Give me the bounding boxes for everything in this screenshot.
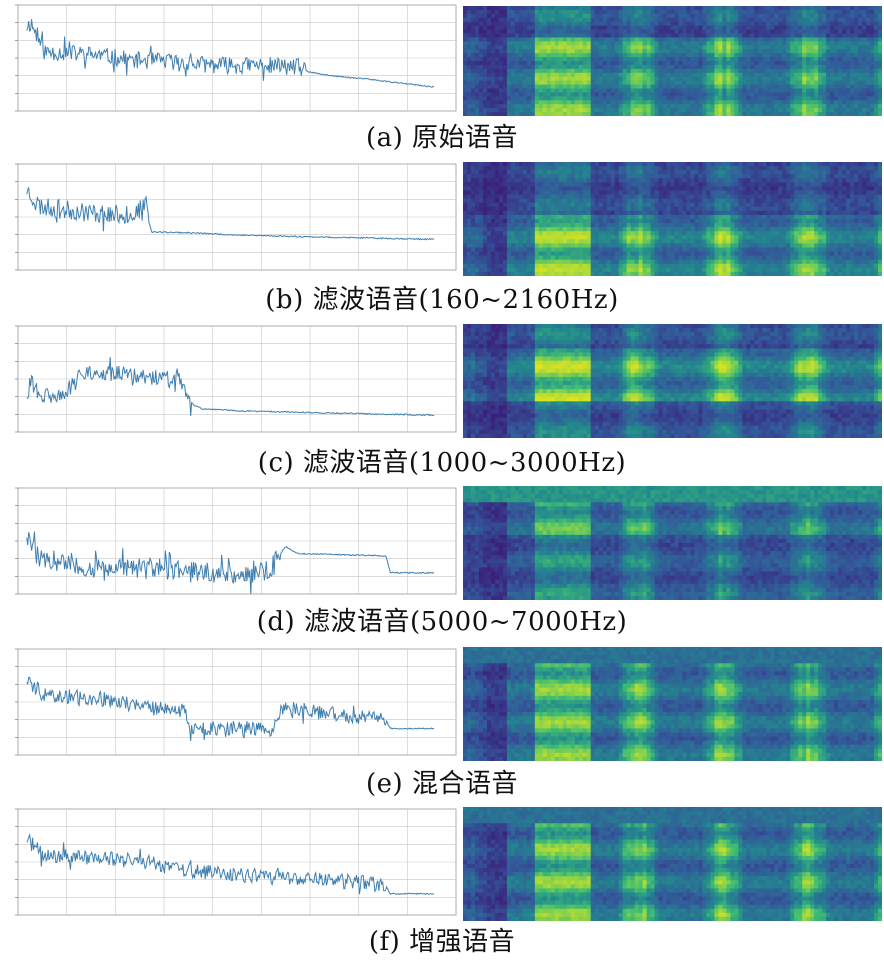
spectrogram-svg — [463, 324, 882, 438]
spectrogram-cells — [463, 647, 882, 761]
caption: (a) 原始语音 — [365, 123, 519, 153]
spectrogram-svg — [463, 647, 882, 761]
waveform-plot — [4, 807, 458, 921]
spectrogram — [463, 6, 882, 116]
waveform-svg — [15, 648, 457, 756]
spectrogram-cells — [463, 6, 882, 116]
waveform-svg — [15, 163, 457, 271]
waveform-line — [26, 357, 435, 417]
spectrogram-svg — [463, 486, 882, 600]
waveform-line — [26, 833, 435, 896]
waveform-plot — [4, 324, 458, 438]
waveform-svg — [15, 487, 457, 595]
panel-e: (e) 混合语音 — [0, 645, 884, 805]
panel-b: (b) 滤波语音(160~2160Hz) — [0, 160, 884, 320]
caption: (e) 混合语音 — [366, 769, 518, 799]
spectrogram-cells — [463, 324, 882, 438]
spectrogram — [463, 647, 882, 761]
waveform-line — [26, 19, 435, 88]
spectrogram-cells — [463, 162, 882, 276]
spectrogram — [463, 807, 882, 921]
waveform-plot — [4, 3, 458, 117]
waveform-line — [26, 531, 435, 595]
spectrogram-cells — [463, 807, 882, 921]
spectrogram-svg — [463, 162, 882, 276]
spectrogram — [463, 162, 882, 276]
waveform-line — [26, 676, 435, 742]
waveform-svg — [15, 4, 457, 112]
spectrogram-svg — [463, 807, 882, 921]
spectrogram-cells — [463, 486, 882, 600]
caption: (c) 滤波语音(1000~3000Hz) — [257, 448, 627, 478]
spectrogram-svg — [463, 6, 882, 116]
panel-f: (f) 增强语音 — [0, 805, 884, 963]
panel-a: (a) 原始语音 — [0, 0, 884, 160]
caption: (f) 增强语音 — [368, 927, 516, 957]
waveform-line — [26, 186, 435, 241]
caption: (b) 滤波语音(160~2160Hz) — [265, 285, 619, 315]
spectrogram — [463, 486, 882, 600]
waveform-plot — [4, 162, 458, 276]
panel-c: (c) 滤波语音(1000~3000Hz) — [0, 322, 884, 482]
waveform-svg — [15, 808, 457, 916]
caption: (d) 滤波语音(5000~7000Hz) — [256, 607, 628, 637]
panel-d: (d) 滤波语音(5000~7000Hz) — [0, 484, 884, 644]
waveform-svg — [15, 325, 457, 433]
spectrogram — [463, 324, 882, 438]
waveform-plot — [4, 647, 458, 761]
waveform-plot — [4, 486, 458, 600]
